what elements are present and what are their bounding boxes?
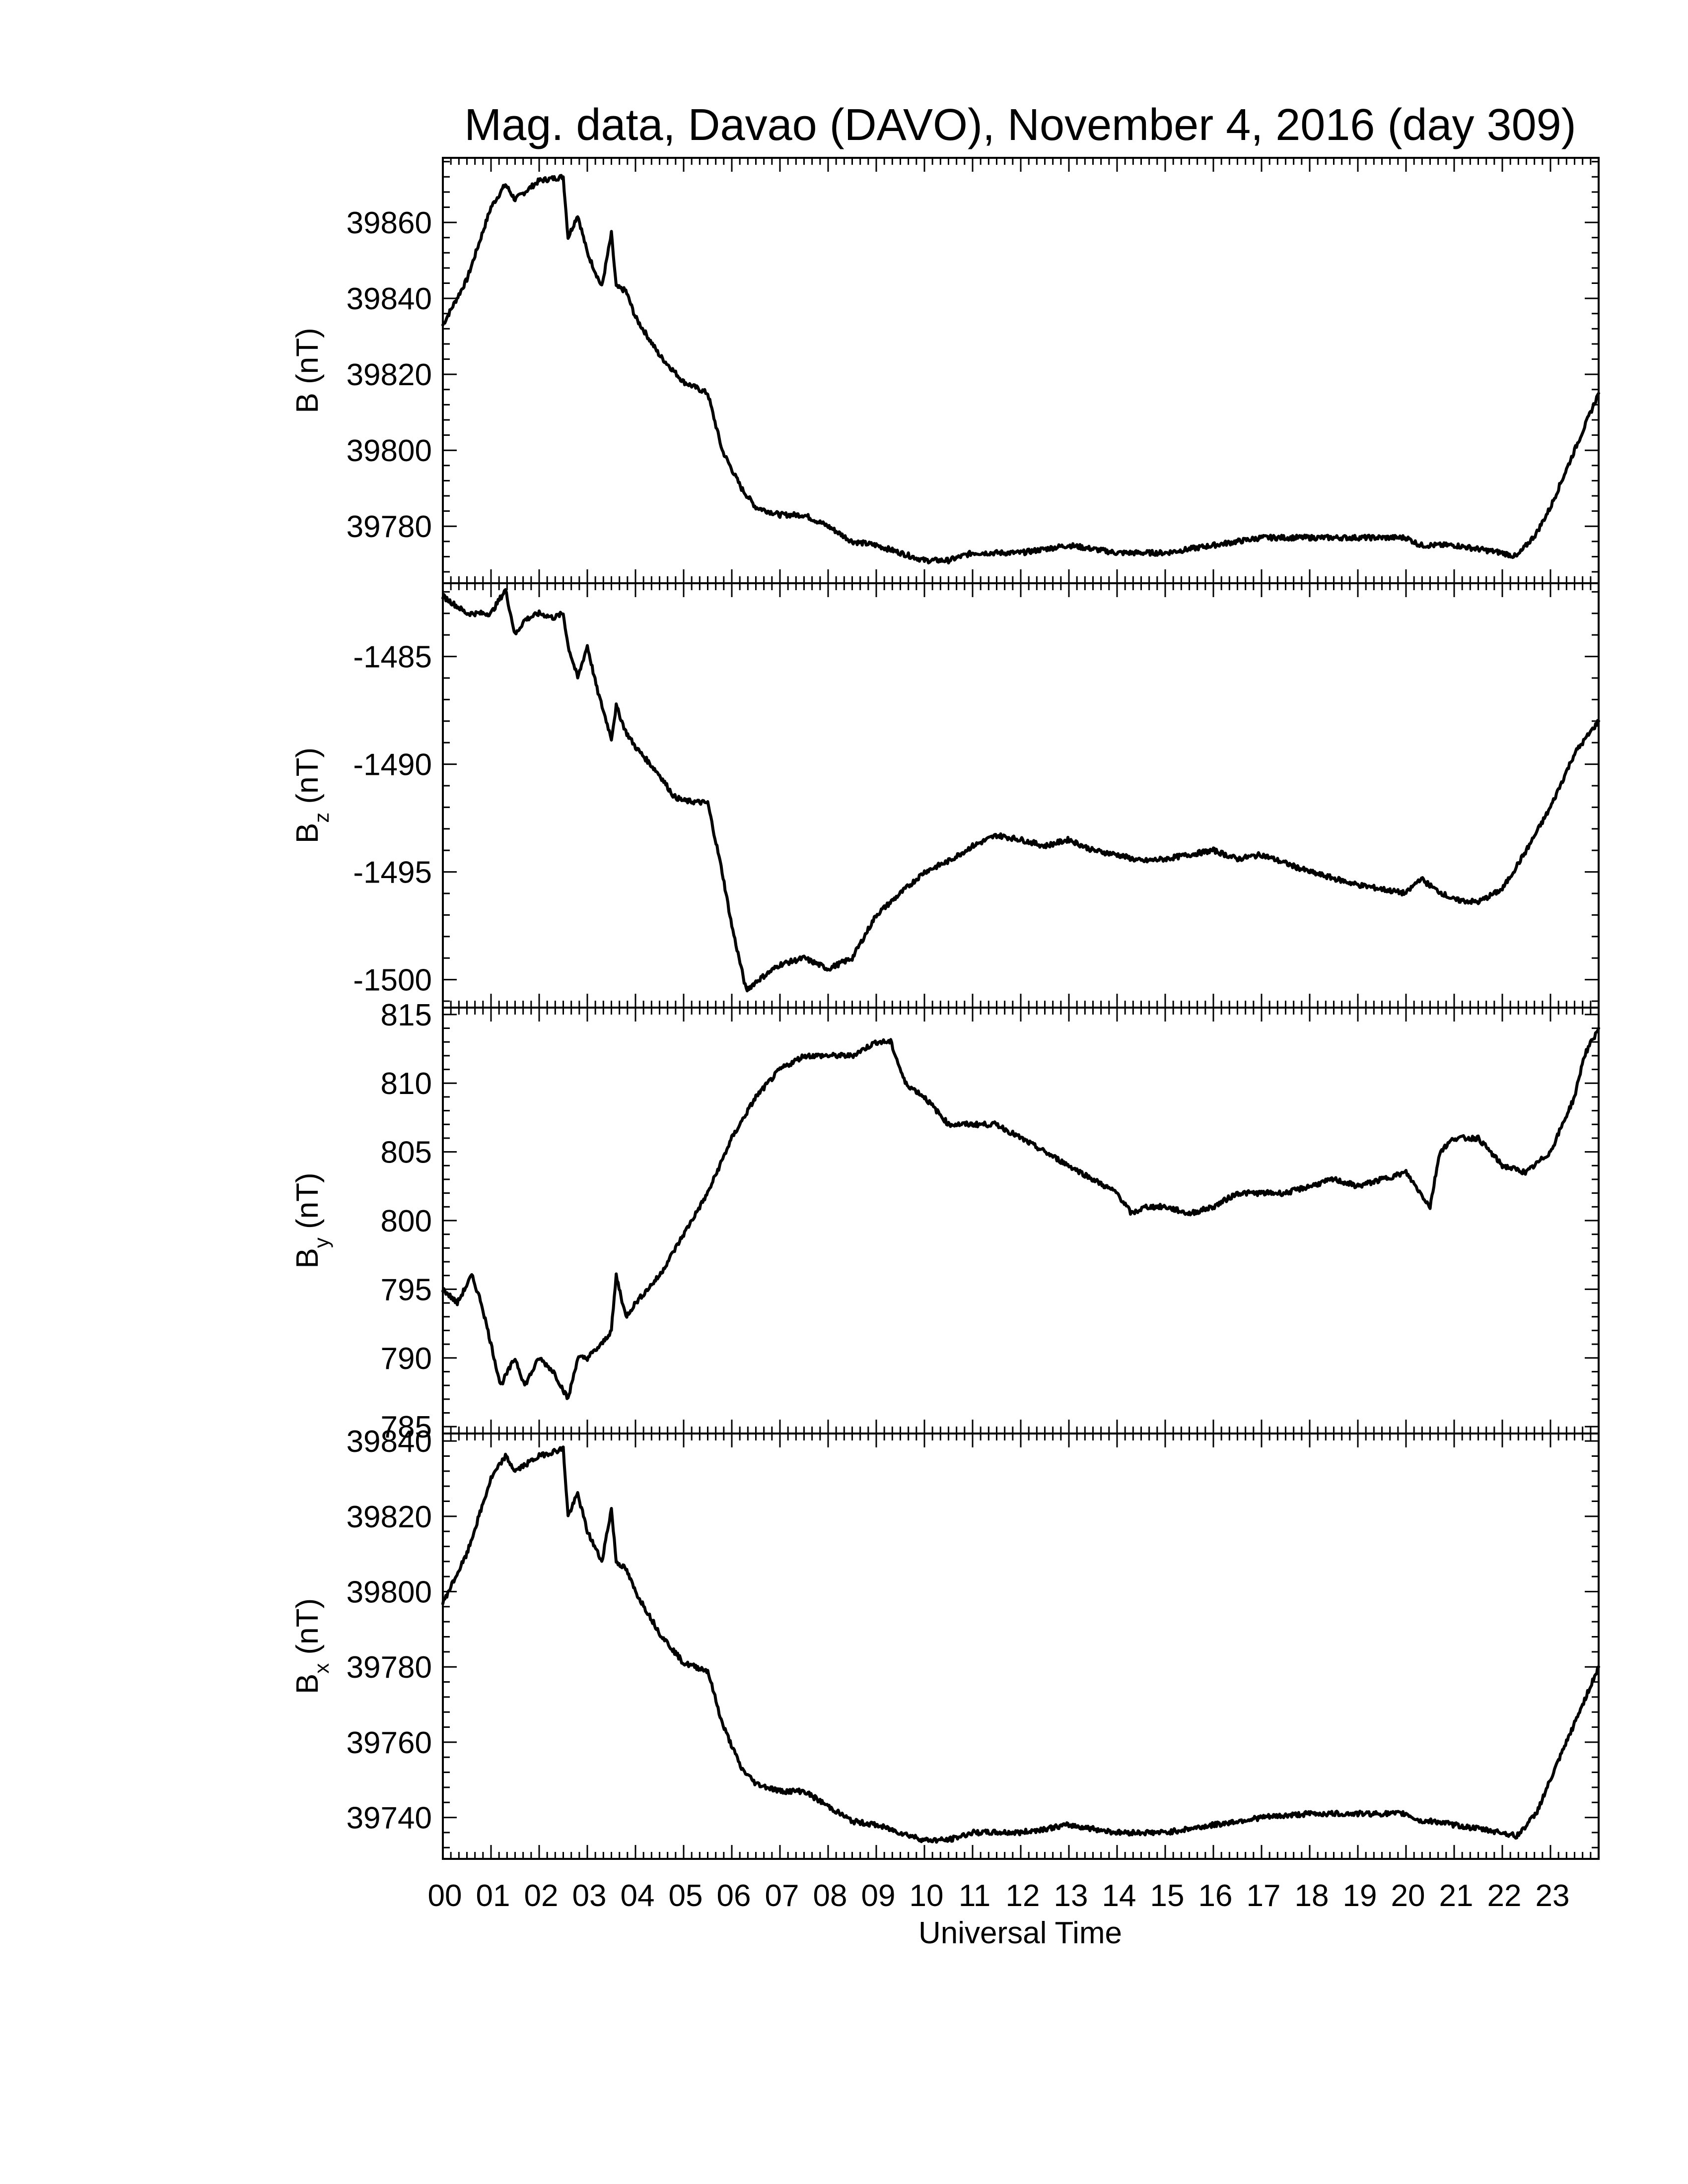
series-line — [441, 1445, 1600, 1844]
x-tick-label: 11 — [959, 1879, 990, 1913]
y-axis-label-base: B — [290, 393, 325, 413]
x-tick-label: 21 — [1439, 1879, 1474, 1913]
x-tick-label: 22 — [1487, 1879, 1522, 1913]
panel-frame — [442, 1433, 1600, 1860]
panel-frame — [442, 157, 1600, 584]
series-line — [441, 174, 1600, 565]
panels: 39780 39800 39820 39840 39860 B (nT) -1485 -149… — [290, 157, 1600, 1860]
x-tick-label: 06 — [717, 1879, 751, 1913]
x-tick-label: 12 — [1006, 1879, 1040, 1913]
x-tick-label: 01 — [476, 1879, 510, 1913]
panel-4: 39740 39760 39780 39800 39820 39840 Bx (nT) — [290, 1425, 1600, 1860]
x-tick-label: 09 — [861, 1879, 896, 1913]
y-axis-label: B (nT) — [290, 328, 325, 413]
y-axis-label-subscript: y — [310, 1237, 333, 1248]
x-tick-label: 10 — [910, 1879, 944, 1913]
y-tick-label: -1485 — [353, 640, 432, 675]
y-tick-label: 810 — [381, 1067, 432, 1101]
y-axis-label-subscript: z — [310, 813, 333, 823]
y-tick-label: 790 — [381, 1342, 432, 1376]
y-axis-label: Bz (nT) — [290, 748, 333, 843]
x-tick-label: 07 — [765, 1879, 799, 1913]
x-tick-label: 05 — [669, 1879, 703, 1913]
y-axis-label-subscript: x — [310, 1663, 333, 1674]
x-axis-label: Universal Time — [918, 1916, 1122, 1950]
panel-1: 39780 39800 39820 39840 39860 B (nT) — [290, 157, 1600, 584]
y-tick-label: 39840 — [347, 282, 432, 316]
y-axis-label: Bx (nT) — [290, 1598, 333, 1694]
y-tick-label: 795 — [381, 1273, 432, 1307]
y-tick-label: 39820 — [347, 1500, 432, 1534]
y-tick-label: 39800 — [347, 1575, 432, 1610]
x-tick-labels: 00 01 02 03 04 05 06 07 08 09 10 11 12 13 14 15 16 17 18 19… — [428, 1879, 1570, 1913]
y-axis-label-unit: (nT) — [290, 1598, 325, 1663]
panel-3: 785 790 795 800 805 810 815 By (nT) — [290, 998, 1600, 1444]
y-axis-label-unit: (nT) — [290, 1172, 325, 1237]
y-tick-label: 39820 — [347, 358, 432, 392]
y-tick-label: 39760 — [347, 1726, 432, 1760]
x-tick-label: 08 — [813, 1879, 847, 1913]
x-tick-label: 13 — [1054, 1879, 1088, 1913]
y-tick-label: 39780 — [347, 510, 432, 544]
x-tick-label: 18 — [1295, 1879, 1329, 1913]
x-tick-label: 20 — [1391, 1879, 1425, 1913]
x-tick-label: 00 — [428, 1879, 462, 1913]
y-tick-label: 815 — [381, 998, 432, 1032]
series-line — [441, 1026, 1600, 1400]
x-tick-label: 02 — [524, 1879, 559, 1913]
x-tick-label: 04 — [621, 1879, 655, 1913]
y-tick-label: 39800 — [347, 434, 432, 468]
x-tick-label: 19 — [1343, 1879, 1377, 1913]
y-axis-label-unit: (nT) — [290, 748, 325, 813]
x-tick-label: 14 — [1102, 1879, 1136, 1913]
y-tick-label: 39740 — [347, 1801, 432, 1836]
x-tick-label: 15 — [1150, 1879, 1185, 1913]
y-axis-label: By (nT) — [290, 1172, 333, 1268]
x-tick-label: 23 — [1536, 1879, 1570, 1913]
y-tick-label: -1490 — [353, 748, 432, 782]
y-tick-label: 39780 — [347, 1650, 432, 1685]
x-tick-label: 03 — [572, 1879, 607, 1913]
y-tick-label: 39840 — [347, 1425, 432, 1459]
series-line — [441, 588, 1600, 993]
y-tick-label: -1495 — [353, 856, 432, 890]
y-axis-label-unit: (nT) — [290, 328, 325, 393]
panel-frame — [442, 1007, 1600, 1434]
y-tick-label: 785 — [381, 1410, 432, 1444]
y-tick-label: 805 — [381, 1136, 432, 1170]
y-axis-label-base: B — [290, 1674, 325, 1694]
panel-2: -1485 -1490 -1495 -1500 Bz (nT) — [290, 582, 1600, 1009]
y-tick-label: -1500 — [353, 963, 432, 998]
x-tick-label: 17 — [1247, 1879, 1281, 1913]
panel-frame — [442, 582, 1600, 1009]
chart-title: Mag. data, Davao (DAVO), November 4, 201… — [464, 100, 1576, 150]
y-tick-label: 39860 — [347, 206, 432, 240]
y-tick-label: 800 — [381, 1204, 432, 1238]
y-axis-label-base: B — [290, 1248, 325, 1268]
y-axis-label-base: B — [290, 823, 325, 843]
x-tick-label: 16 — [1198, 1879, 1233, 1913]
